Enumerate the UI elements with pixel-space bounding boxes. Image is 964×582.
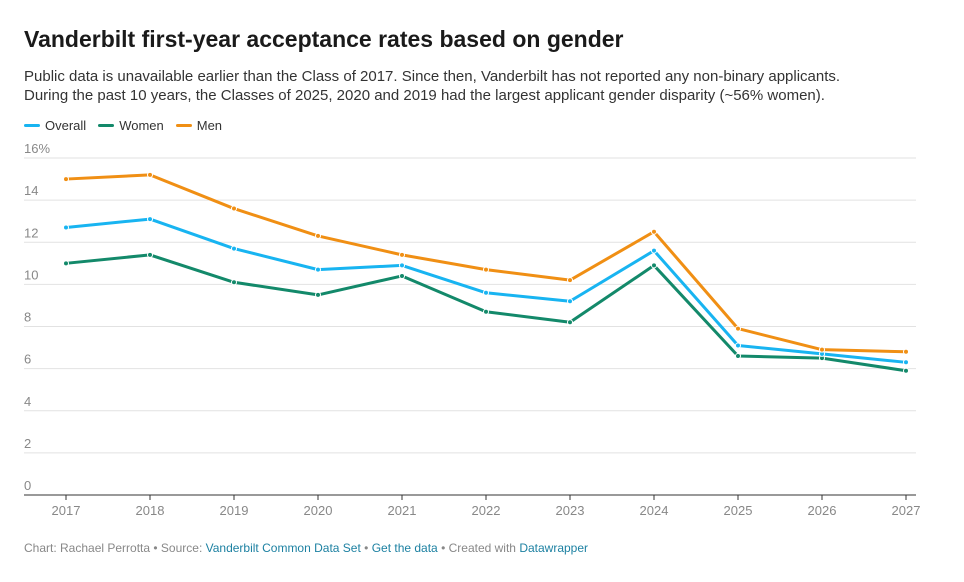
x-tick-label: 2025: [724, 503, 753, 518]
data-point-women: [903, 367, 909, 374]
data-point-overall: [651, 247, 657, 254]
data-point-overall: [567, 298, 573, 305]
subtitle-line-1: Public data is unavailable earlier than …: [24, 68, 841, 85]
y-tick-label: 14: [24, 183, 38, 198]
x-tick-label: 2027: [892, 503, 921, 518]
legend-label-women: Women: [119, 118, 164, 133]
legend-item-overall: Overall: [24, 118, 86, 133]
legend-swatch-overall: [24, 124, 40, 127]
series-line-men: [64, 173, 908, 354]
data-point-overall: [315, 266, 321, 273]
data-point-women: [315, 291, 321, 298]
y-tick-label: 16%: [24, 141, 50, 156]
chart-footer: Chart: Rachael Perrotta • Source: Vander…: [24, 541, 588, 555]
data-point-men: [147, 171, 153, 178]
data-point-overall: [63, 224, 69, 231]
data-point-overall: [231, 245, 237, 252]
get-data-link[interactable]: Get the data: [371, 541, 438, 555]
x-tick-label: 2020: [304, 503, 333, 518]
data-point-women: [63, 260, 69, 267]
legend-swatch-men: [175, 124, 192, 127]
chart-subtitle: Public data is unavailable earlier than …: [24, 67, 944, 105]
y-tick-label: 6: [24, 352, 31, 367]
x-tick-label: 2026: [808, 503, 837, 518]
chart-title: Vanderbilt first-year acceptance rates b…: [24, 26, 624, 52]
data-point-women: [651, 262, 657, 269]
footer-sep-1: •: [360, 541, 372, 555]
x-tick-label: 2022: [472, 503, 501, 518]
y-tick-label: 4: [24, 394, 31, 409]
data-point-men: [315, 232, 321, 239]
x-tick-label: 2017: [52, 503, 81, 518]
chart-legend: Overall Women Men: [24, 118, 222, 133]
x-tick-label: 2019: [220, 503, 249, 518]
footer-credit: Chart: Rachael Perrotta • Source:: [24, 541, 206, 555]
data-point-overall: [147, 216, 153, 223]
data-point-women: [399, 272, 405, 279]
footer-sep-2: • Created with: [437, 541, 520, 555]
data-point-men: [231, 205, 237, 212]
data-point-men: [399, 251, 405, 258]
legend-item-women: Women: [98, 118, 164, 133]
legend-item-men: Men: [175, 118, 223, 133]
datawrapper-link[interactable]: Datawrapper: [519, 541, 589, 555]
y-tick-label: 2: [24, 436, 31, 451]
x-tick-label: 2018: [136, 503, 165, 518]
x-tick-label: 2024: [640, 503, 669, 518]
x-tick-label: 2021: [388, 503, 417, 518]
y-tick-label: 8: [24, 310, 31, 325]
source-link[interactable]: Vanderbilt Common Data Set: [205, 541, 361, 555]
y-tick-label: 12: [24, 225, 38, 240]
data-point-men: [567, 277, 573, 284]
data-point-women: [147, 251, 153, 258]
data-point-overall: [483, 289, 489, 296]
data-point-men: [63, 176, 69, 183]
data-point-men: [903, 348, 909, 355]
data-point-men: [819, 346, 825, 353]
x-tick-label: 2023: [556, 503, 585, 518]
legend-label-men: Men: [196, 118, 223, 133]
subtitle-line-2: During the past 10 years, the Classes of…: [24, 87, 825, 104]
data-point-women: [735, 352, 741, 359]
y-tick-label: 0: [24, 478, 31, 493]
data-point-overall: [399, 262, 405, 269]
data-point-women: [231, 279, 237, 286]
data-point-women: [567, 319, 573, 326]
data-point-men: [651, 228, 657, 235]
data-point-men: [483, 266, 489, 273]
data-point-overall: [903, 359, 909, 366]
data-point-women: [483, 308, 489, 315]
data-point-men: [735, 325, 741, 332]
data-point-overall: [735, 342, 741, 349]
legend-swatch-women: [98, 124, 115, 127]
legend-label-overall: Overall: [45, 118, 87, 133]
y-tick-label: 10: [24, 267, 38, 282]
